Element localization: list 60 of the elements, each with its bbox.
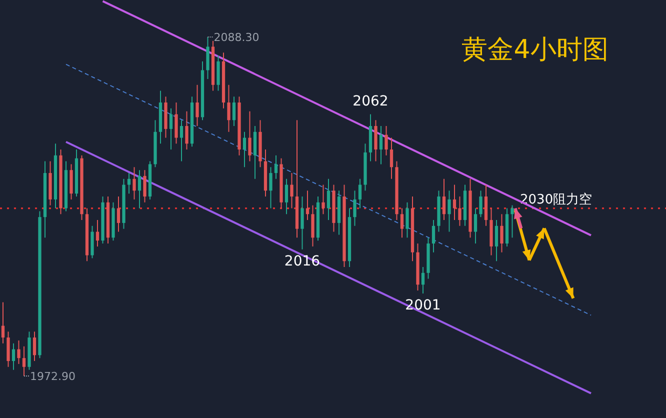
candlestick xyxy=(406,202,409,238)
candlestick xyxy=(326,178,330,221)
candlestick xyxy=(1,302,5,344)
candlestick xyxy=(196,84,199,127)
candlestick xyxy=(138,170,142,209)
candlestick xyxy=(400,208,404,238)
candlestick xyxy=(374,120,378,162)
candlestick xyxy=(311,204,314,247)
candlestick xyxy=(22,346,26,376)
candlestick xyxy=(421,266,425,294)
candlestick xyxy=(479,190,482,218)
candlestick xyxy=(384,126,388,156)
candlestick xyxy=(379,126,383,165)
annotation: 2062 xyxy=(352,93,388,110)
candlestick xyxy=(232,96,236,127)
candlestick xyxy=(12,342,16,370)
chart-title: 黄金4小时图 xyxy=(462,35,608,65)
candlestick xyxy=(127,172,131,194)
candlestick xyxy=(448,190,451,232)
candlestick xyxy=(17,340,20,364)
candlestick xyxy=(510,204,514,238)
candlestick xyxy=(322,184,325,215)
candlestick xyxy=(494,220,498,262)
candlestick xyxy=(274,154,278,180)
candlestick xyxy=(216,55,220,92)
annotation: 1972.90 xyxy=(30,370,76,383)
candlestick xyxy=(70,164,73,200)
candlestick xyxy=(242,131,246,168)
candlestick xyxy=(206,36,210,80)
candlestick xyxy=(227,84,230,132)
annotation: 2088.30 xyxy=(214,31,260,44)
candlestick xyxy=(143,170,146,203)
candlestick xyxy=(442,178,446,221)
candlestick xyxy=(90,225,94,259)
candlestick xyxy=(432,220,436,253)
candlestick xyxy=(474,208,478,244)
candlestick xyxy=(290,172,294,209)
candlestick xyxy=(116,196,120,232)
candlestick xyxy=(484,184,488,226)
annotation: 2016 xyxy=(284,253,320,270)
candlestick xyxy=(353,190,356,226)
candlestick xyxy=(248,110,252,162)
candlestick xyxy=(169,108,173,150)
candlestick xyxy=(284,178,288,215)
candlestick xyxy=(96,220,100,247)
candlestick xyxy=(458,196,462,226)
annotation: 2001 xyxy=(405,297,441,314)
candlestick xyxy=(300,196,304,250)
candlestick xyxy=(32,331,36,362)
candlestick xyxy=(132,166,136,200)
candlestick xyxy=(6,331,10,368)
candlestick xyxy=(180,120,184,162)
candlestick xyxy=(174,102,178,144)
candlestick xyxy=(358,178,362,209)
candlestick xyxy=(500,214,504,253)
candlestick xyxy=(390,137,394,180)
candlestick xyxy=(253,126,257,180)
candlestick xyxy=(269,166,272,209)
candlestick xyxy=(185,110,188,150)
candlestick xyxy=(452,184,456,221)
